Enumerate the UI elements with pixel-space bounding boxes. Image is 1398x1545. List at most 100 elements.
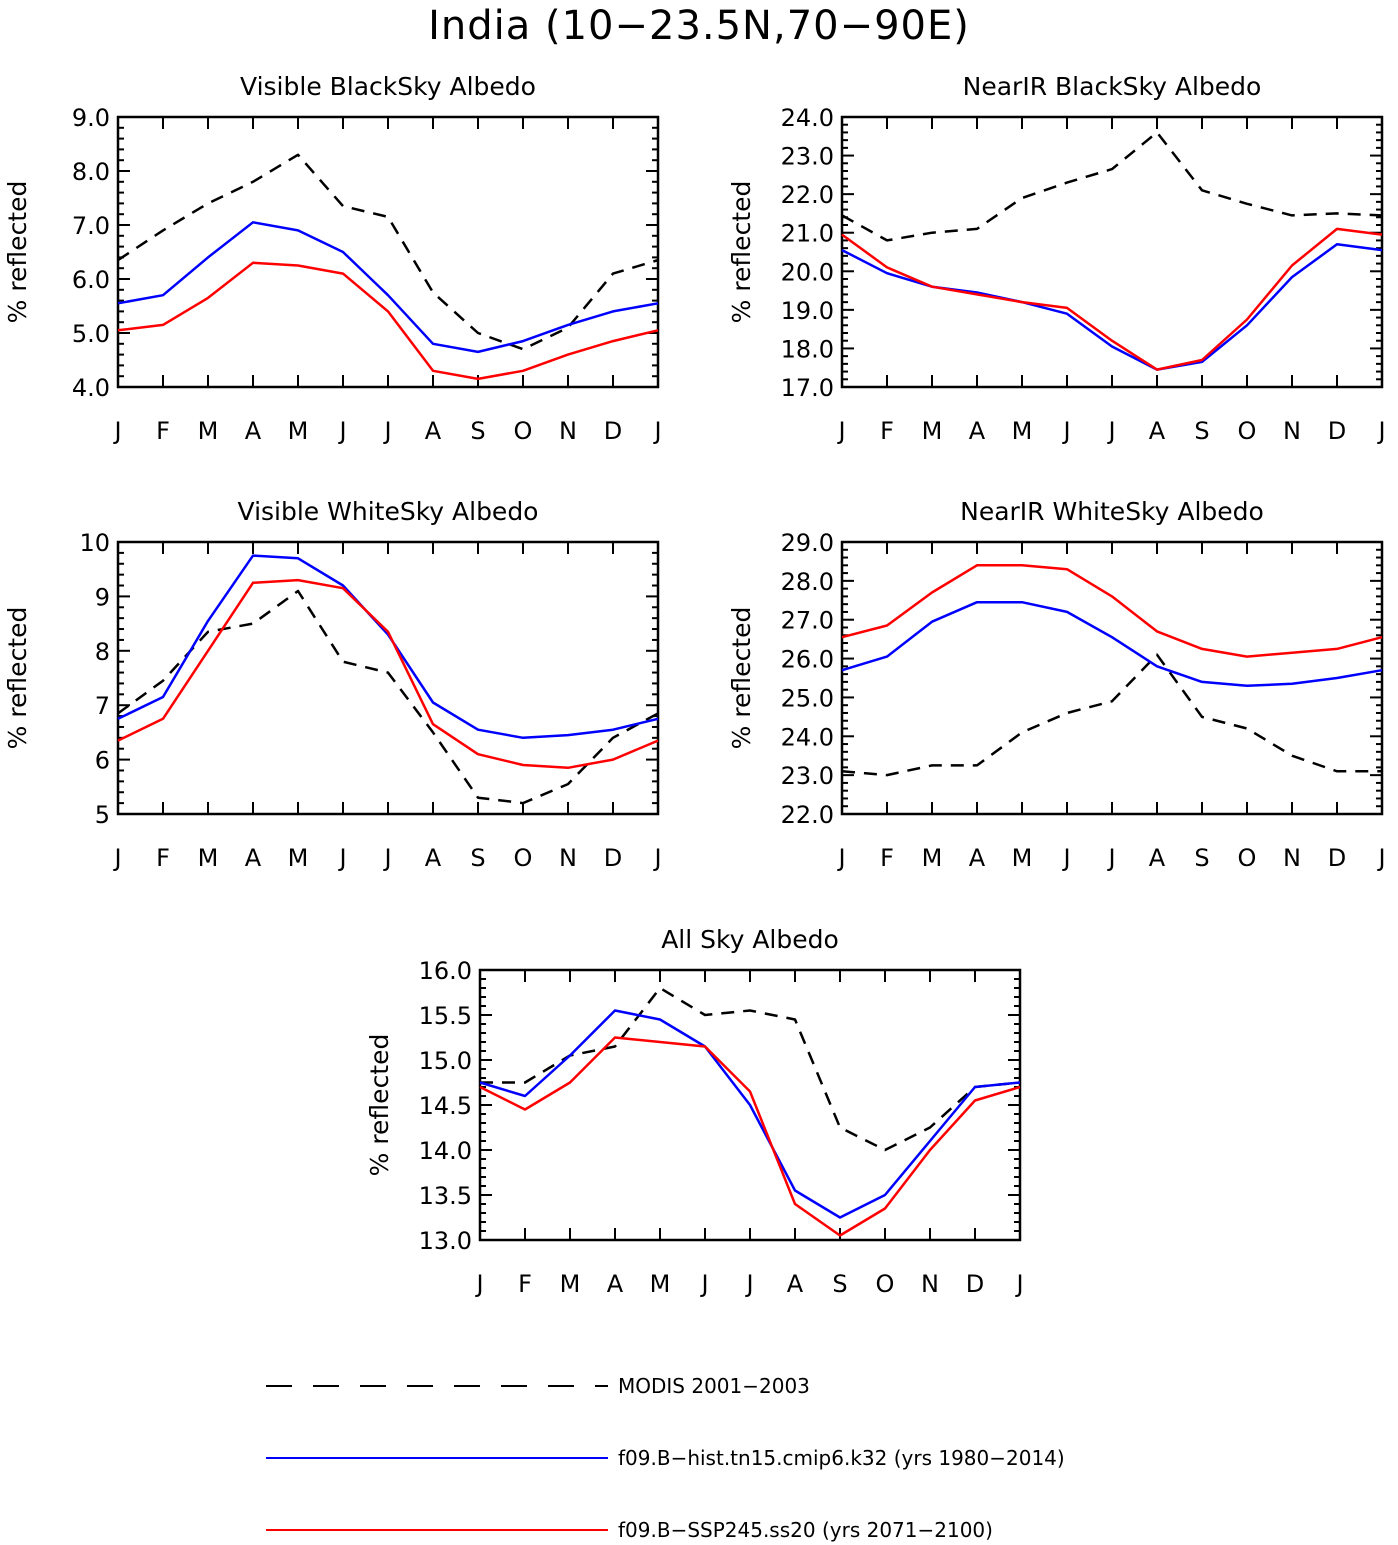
x-tick-label: F — [518, 1270, 532, 1298]
chart-title: All Sky Albedo — [661, 925, 839, 954]
x-tick-label: J — [836, 417, 845, 445]
x-tick-label: F — [880, 844, 894, 872]
series-line-ssp — [841, 564, 1383, 658]
y-tick-label: 14.0 — [419, 1137, 472, 1165]
x-tick-label: A — [607, 1270, 624, 1298]
chart-title: NearIR WhiteSky Albedo — [960, 497, 1264, 526]
x-tick-label: A — [245, 844, 262, 872]
x-tick-label: O — [1238, 844, 1257, 872]
y-tick-label: 29.0 — [781, 529, 834, 557]
y-tick-label: 9 — [95, 583, 110, 611]
y-tick-label: 16.0 — [419, 957, 472, 985]
x-tick-label: M — [650, 1270, 671, 1298]
y-tick-label: 24.0 — [781, 723, 834, 751]
x-tick-label: J — [744, 1270, 753, 1298]
x-tick-label: J — [836, 844, 845, 872]
legend-label-hist: f09.B−hist.tn15.cmip6.k32 (yrs 1980−2014… — [618, 1446, 1065, 1470]
series-line-modis — [841, 131, 1383, 242]
plot-frame — [116, 540, 660, 816]
x-tick-label: F — [880, 417, 894, 445]
x-tick-label: S — [1194, 417, 1209, 445]
x-tick-label: J — [699, 1270, 708, 1298]
x-tick-label: A — [1149, 844, 1166, 872]
y-tick-label: 21.0 — [781, 220, 834, 248]
x-tick-label: J — [1061, 844, 1070, 872]
x-tick-label: D — [604, 844, 622, 872]
x-tick-label: N — [559, 844, 577, 872]
x-tick-label: M — [1012, 417, 1033, 445]
x-tick-label: J — [1376, 844, 1385, 872]
x-tick-label: S — [1194, 844, 1209, 872]
figure-title: India (10−23.5N,70−90E) — [428, 3, 970, 49]
x-tick-label: J — [382, 844, 391, 872]
y-axis-label: % reflected — [3, 607, 32, 750]
x-tick-label: M — [288, 844, 309, 872]
x-tick-label: J — [1106, 417, 1115, 445]
x-tick-label: J — [112, 844, 121, 872]
plot-frame — [116, 115, 660, 389]
y-tick-label: 7.0 — [72, 212, 110, 240]
x-tick-label: M — [198, 417, 219, 445]
y-tick-label: 7 — [95, 692, 110, 720]
y-tick-label: 6 — [95, 747, 110, 775]
y-tick-label: 9.0 — [72, 104, 110, 132]
series-line-ssp — [841, 227, 1383, 371]
legend-label-modis: MODIS 2001−2003 — [618, 1374, 810, 1398]
x-tick-label: J — [337, 417, 346, 445]
x-tick-label: O — [514, 844, 533, 872]
y-tick-label: 26.0 — [781, 646, 834, 674]
series-line-ssp — [479, 1036, 1021, 1237]
y-tick-label: 28.0 — [781, 568, 834, 596]
series-line-modis — [117, 589, 659, 805]
series-line-hist — [841, 600, 1383, 688]
series-line-hist — [841, 243, 1383, 371]
x-tick-label: J — [474, 1270, 483, 1298]
x-tick-label: J — [112, 417, 121, 445]
x-tick-label: S — [470, 844, 485, 872]
y-tick-label: 22.0 — [781, 801, 834, 829]
y-axis-label: % reflected — [365, 1034, 394, 1177]
series-line-modis — [841, 653, 1382, 777]
x-tick-label: J — [1376, 417, 1385, 445]
x-tick-label: J — [382, 417, 391, 445]
x-tick-label: J — [1061, 417, 1070, 445]
x-tick-label: F — [156, 844, 170, 872]
x-tick-label: M — [1012, 844, 1033, 872]
x-tick-label: A — [425, 417, 442, 445]
series-line-modis — [117, 153, 659, 351]
y-tick-label: 15.0 — [419, 1047, 472, 1075]
x-tick-label: A — [245, 417, 262, 445]
legend-label-ssp: f09.B−SSP245.ss20 (yrs 2071−2100) — [618, 1518, 993, 1542]
x-tick-label: F — [156, 417, 170, 445]
chart-title: NearIR BlackSky Albedo — [963, 72, 1262, 101]
x-tick-label: A — [787, 1270, 804, 1298]
x-tick-label: O — [514, 417, 533, 445]
y-tick-label: 13.0 — [419, 1227, 472, 1255]
y-tick-label: 14.5 — [419, 1092, 472, 1120]
y-tick-label: 6.0 — [72, 266, 110, 294]
y-tick-label: 17.0 — [781, 374, 834, 402]
x-tick-label: N — [1283, 844, 1301, 872]
x-tick-label: M — [560, 1270, 581, 1298]
x-tick-label: N — [1283, 417, 1301, 445]
y-tick-label: 15.5 — [419, 1002, 472, 1030]
y-axis-label: % reflected — [727, 607, 756, 750]
x-tick-label: O — [876, 1270, 895, 1298]
x-tick-label: S — [832, 1270, 847, 1298]
y-tick-label: 23.0 — [781, 143, 834, 171]
x-tick-label: D — [1328, 844, 1346, 872]
x-tick-label: M — [198, 844, 219, 872]
legend: MODIS 2001−2003 f09.B−hist.tn15.cmip6.k32… — [266, 1374, 1065, 1542]
y-axis-label: % reflected — [3, 181, 32, 324]
series-line-hist — [479, 1009, 1021, 1219]
y-tick-label: 25.0 — [781, 684, 834, 712]
series-line-modis — [480, 986, 1021, 1152]
x-tick-label: A — [969, 844, 986, 872]
x-tick-label: D — [604, 417, 622, 445]
